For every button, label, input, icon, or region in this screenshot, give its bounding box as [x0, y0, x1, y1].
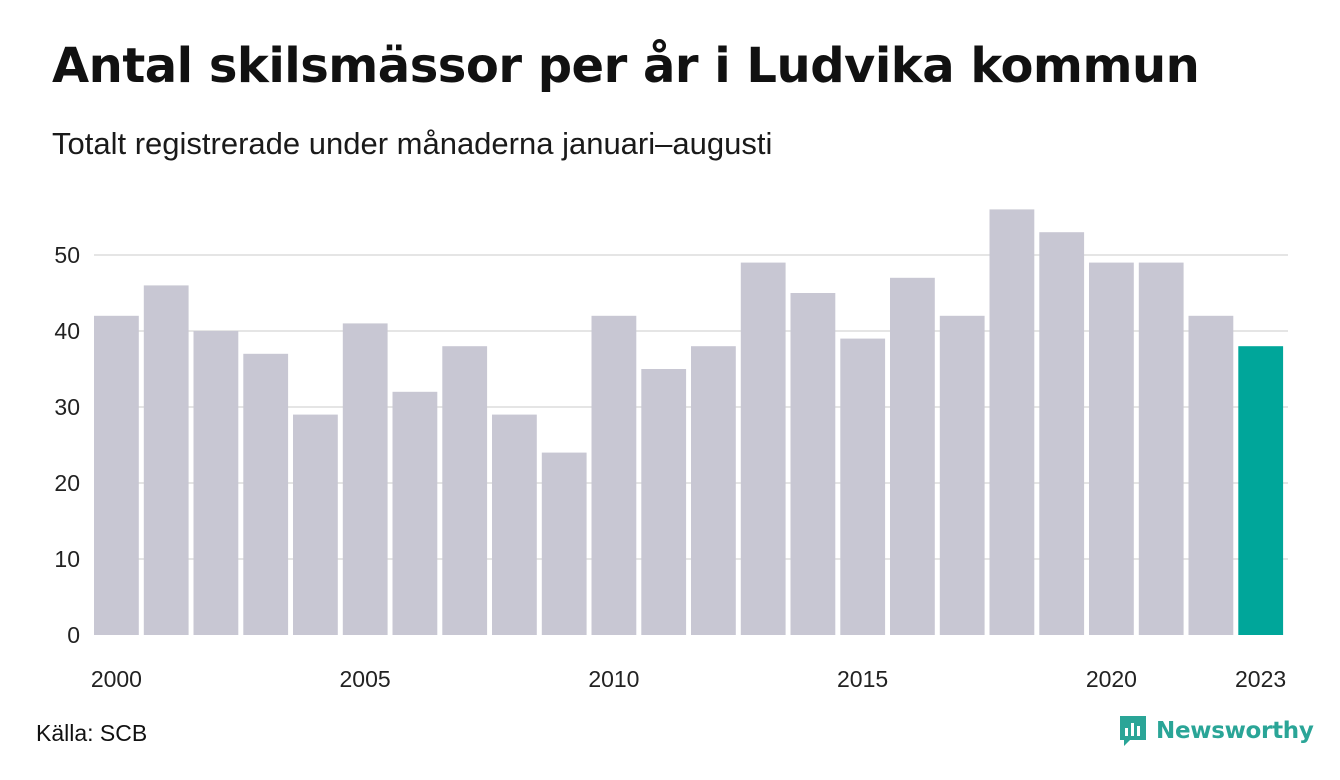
bars	[94, 209, 1284, 635]
brand-logo: Newsworthy	[1118, 714, 1314, 748]
x-tick-label: 2023	[1235, 666, 1286, 692]
x-tick-label: 2000	[91, 666, 142, 692]
bar-2016	[890, 277, 935, 635]
bar-2023	[1238, 346, 1284, 635]
bar-2015	[840, 338, 886, 635]
chart-title: Antal skilsmässor per år i Ludvika kommu…	[52, 38, 1200, 94]
bar-2000	[94, 315, 139, 635]
bar-2012	[691, 346, 736, 635]
bar-2007	[442, 346, 488, 635]
bar-2004	[293, 414, 338, 635]
newsworthy-logo-icon	[1120, 716, 1146, 746]
bar-2003	[243, 353, 289, 635]
bar-2021	[1138, 262, 1184, 635]
brand-name: Newsworthy	[1156, 718, 1314, 744]
bar-2020	[1089, 262, 1134, 635]
bar-2005	[342, 323, 388, 635]
source-note: Källa: SCB	[36, 720, 148, 746]
y-tick-label: 30	[54, 394, 80, 420]
bar-2001	[143, 285, 189, 635]
x-tick-label: 2010	[588, 666, 639, 692]
x-axis-ticks: 2000 2005 2010 2015 2020 2023	[91, 666, 1286, 692]
y-tick-label: 40	[54, 318, 80, 344]
bar-2011	[641, 369, 687, 635]
x-tick-label: 2020	[1086, 666, 1137, 692]
y-tick-label: 20	[54, 470, 80, 496]
bar-2008	[492, 414, 537, 635]
bar-2018	[989, 209, 1035, 635]
y-tick-label: 10	[54, 546, 80, 572]
x-tick-label: 2005	[340, 666, 391, 692]
bar-2013	[740, 262, 786, 635]
bar-2019	[1039, 232, 1085, 635]
y-axis-ticks: 0 10 20 30 40 50	[54, 242, 80, 648]
y-tick-label: 0	[67, 622, 80, 648]
bar-2017	[939, 315, 985, 635]
bar-2009	[541, 452, 587, 635]
bar-2002	[193, 331, 239, 635]
bar-2022	[1188, 315, 1234, 635]
y-tick-label: 50	[54, 242, 80, 268]
bar-2006	[392, 391, 438, 635]
chart-subtitle: Totalt registrerade under månaderna janu…	[52, 126, 773, 161]
bar-2010	[591, 315, 637, 635]
bar-chart: 0 10 20 30 40 50 2000 2005 2010 2015 2020 2023	[54, 209, 1288, 692]
bar-2014	[790, 293, 836, 635]
x-tick-label: 2015	[837, 666, 888, 692]
